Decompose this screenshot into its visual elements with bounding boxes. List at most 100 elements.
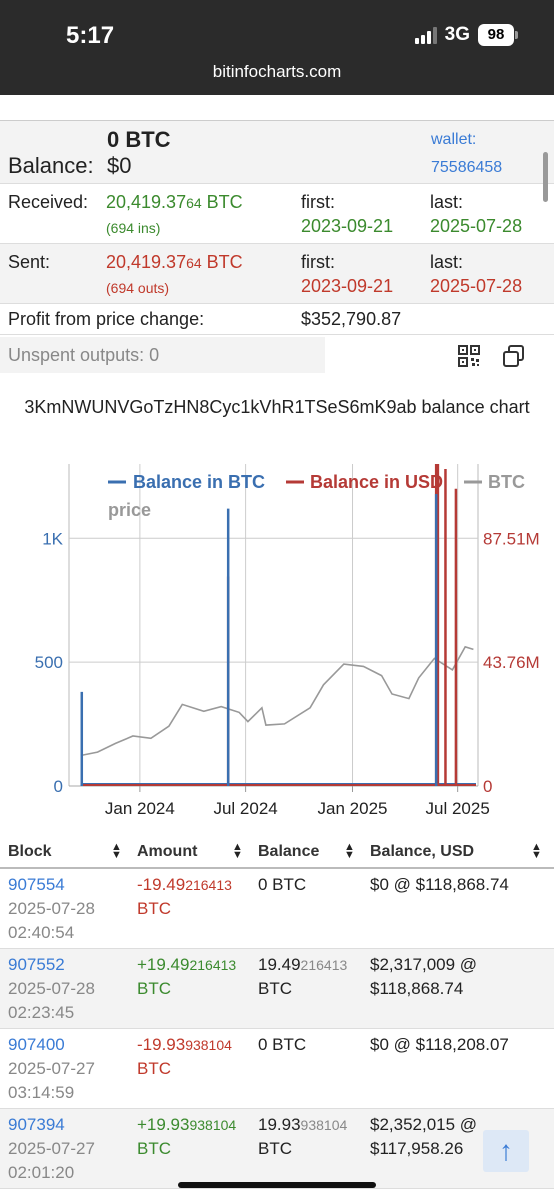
address-bar[interactable]: bitinfocharts.com — [212, 62, 342, 81]
profit-label: Profit from price change: — [8, 309, 205, 329]
amount-frac: 216413 — [185, 877, 232, 893]
tx-time: 02:40:54 — [8, 923, 75, 942]
received-label: Received: — [8, 192, 89, 212]
balance-main: 19.93 — [258, 1115, 301, 1134]
received-first-label: first: — [301, 192, 335, 212]
sort-icon[interactable]: ▲ ▼ — [111, 841, 122, 861]
tx-time: 03:14:59 — [8, 1083, 75, 1102]
qr-code-icon[interactable] — [458, 345, 480, 367]
received-unit: BTC — [201, 192, 243, 212]
header-balance-usd[interactable]: Balance, USD — [370, 843, 475, 860]
amount-main: -19.49 — [137, 875, 186, 894]
block-link[interactable]: 907552 — [8, 955, 65, 974]
balance-main: 19.49 — [258, 955, 301, 974]
sent-amount: 20,419.3764 BTC — [106, 252, 243, 273]
clock: 5:17 — [66, 22, 115, 49]
x-tick-label: Jan 2025 — [318, 799, 388, 818]
tx-amount: -19.93938104 — [137, 1035, 232, 1055]
copy-icon[interactable] — [502, 344, 526, 368]
right-tick-label: 0 — [483, 777, 492, 796]
legend-btc-price: BTC — [488, 472, 525, 492]
tx-time: 02:23:45 — [8, 1003, 75, 1022]
balance-usd-line2: $117,958.26 — [370, 1139, 464, 1158]
table-header: Block ▲ ▼ Amount ▲ ▼ Balance ▲ ▼ Balance, U… — [0, 833, 554, 869]
status-bar: 5:17 3G 98 bitinfocharts.com — [0, 0, 554, 95]
sort-icon[interactable]: ▲ ▼ — [344, 841, 355, 861]
balance-usd-line1: $2,317,009 @ — [370, 955, 478, 974]
profit-row: Profit from price change: $352,790.87 — [0, 304, 554, 335]
block-link[interactable]: 907400 — [8, 1035, 65, 1054]
table-row: 907552 2025-07-28 02:23:45 +19.49216413 BTC 1… — [0, 949, 554, 1029]
page-scrollbar[interactable] — [543, 152, 548, 202]
received-main: 20,419.37 — [106, 192, 187, 212]
x-tick-label: Jul 2025 — [426, 799, 490, 818]
tx-date: 2025-07-27 — [8, 1059, 95, 1078]
tx-date: 2025-07-28 — [8, 979, 95, 998]
tx-balance: 19.93938104 — [258, 1115, 347, 1135]
usd-balance: $0 — [107, 153, 132, 178]
tx-balance: 0 BTC — [258, 1035, 306, 1055]
amount-frac: 938104 — [185, 1037, 232, 1053]
status-icons: 3G 98 — [414, 24, 518, 46]
header-block[interactable]: Block — [8, 843, 52, 860]
received-last-date: 2025-07-28 — [430, 216, 523, 236]
balance-main: 0 BTC — [258, 1035, 307, 1054]
tx-amount: -19.49216413 — [137, 875, 232, 895]
legend-balance-usd: Balance in USD — [310, 472, 443, 492]
balance-usd-line1: $0 @ $118,208.07 — [370, 1035, 509, 1054]
amount-unit: BTC — [137, 899, 171, 918]
btc-price-line — [80, 645, 474, 757]
amount-unit: BTC — [137, 979, 171, 998]
block-link[interactable]: 907554 — [8, 875, 65, 894]
network-type: 3G — [444, 24, 470, 45]
wallet-link[interactable]: 75586458 — [431, 159, 503, 176]
balance-chart[interactable]: 0 500 1K 0 43.76M 87.51M Jan 2024 Jul 2024 Jan 2… — [0, 460, 554, 822]
tx-balance: 0 BTC — [258, 875, 306, 895]
sent-first-date: 2023-09-21 — [301, 276, 394, 296]
received-frac: 64 — [186, 195, 202, 211]
legend-balance-btc: Balance in BTC — [133, 472, 265, 492]
sent-frac: 64 — [186, 255, 202, 271]
balance-row: 0 BTC Balance: $0 wallet: 75586458 — [0, 120, 554, 184]
balance-usd-line1: $2,352,015 @ — [370, 1115, 478, 1134]
legend-btc-price-cont: price — [108, 500, 151, 520]
scroll-to-top-button[interactable]: ↑ — [483, 1130, 529, 1172]
right-tick-label: 87.51M — [483, 529, 540, 548]
left-tick-label: 0 — [54, 777, 63, 796]
tx-time: 02:01:20 — [8, 1163, 75, 1182]
table-row: 907400 2025-07-27 03:14:59 -19.93938104 BTC 0… — [0, 1029, 554, 1109]
sort-icon[interactable]: ▲ ▼ — [531, 841, 542, 861]
unspent-row: Unspent outputs: 0 — [0, 335, 554, 375]
balance-unit: BTC — [258, 979, 292, 998]
received-first-date: 2023-09-21 — [301, 216, 394, 236]
table-row: 907394 2025-07-27 02:01:20 +19.93938104 BTC 1… — [0, 1109, 554, 1189]
balance-frac: 216413 — [300, 957, 348, 973]
sent-label: Sent: — [8, 252, 51, 272]
header-balance[interactable]: Balance — [258, 843, 320, 860]
wallet-label[interactable]: wallet: — [431, 131, 477, 148]
sent-main: 20,419.37 — [106, 252, 187, 272]
header-amount[interactable]: Amount — [137, 843, 198, 860]
left-tick-label: 1K — [42, 529, 63, 548]
unspent-cell: Unspent outputs: 0 — [0, 337, 325, 373]
x-tick-label: Jan 2024 — [105, 799, 175, 818]
chart-title: 3KmNWUNVGoTzHN8Cyc1kVhR1TSeS6mK9ab balan… — [24, 397, 530, 417]
tx-amount: +19.49216413 — [137, 955, 236, 975]
balance-label: Balance: — [8, 153, 94, 178]
block-link[interactable]: 907394 — [8, 1115, 65, 1134]
sort-icon[interactable]: ▲ ▼ — [232, 841, 243, 861]
amount-frac: 216413 — [189, 957, 237, 973]
sent-row: Sent: 20,419.3764 BTC (694 outs) first: … — [0, 244, 554, 304]
amount-unit: BTC — [137, 1059, 171, 1078]
amount-unit: BTC — [137, 1139, 171, 1158]
balance-main: 0 BTC — [258, 875, 307, 894]
balance-frac: 938104 — [300, 1117, 348, 1133]
tx-amount: +19.93938104 — [137, 1115, 236, 1135]
tx-date: 2025-07-27 — [8, 1139, 95, 1158]
balance-usd-line1: $0 @ $118,868.74 — [370, 875, 509, 894]
profit-value: $352,790.87 — [301, 309, 402, 329]
signal-icon — [414, 26, 437, 44]
received-row: Received: 20,419.3764 BTC (694 ins) firs… — [0, 184, 554, 244]
transactions-table: Block ▲ ▼ Amount ▲ ▼ Balance ▲ ▼ Balance, U… — [0, 833, 554, 1189]
table-body: 907554 2025-07-28 02:40:54 -19.49216413 BTC 0… — [0, 869, 554, 1189]
